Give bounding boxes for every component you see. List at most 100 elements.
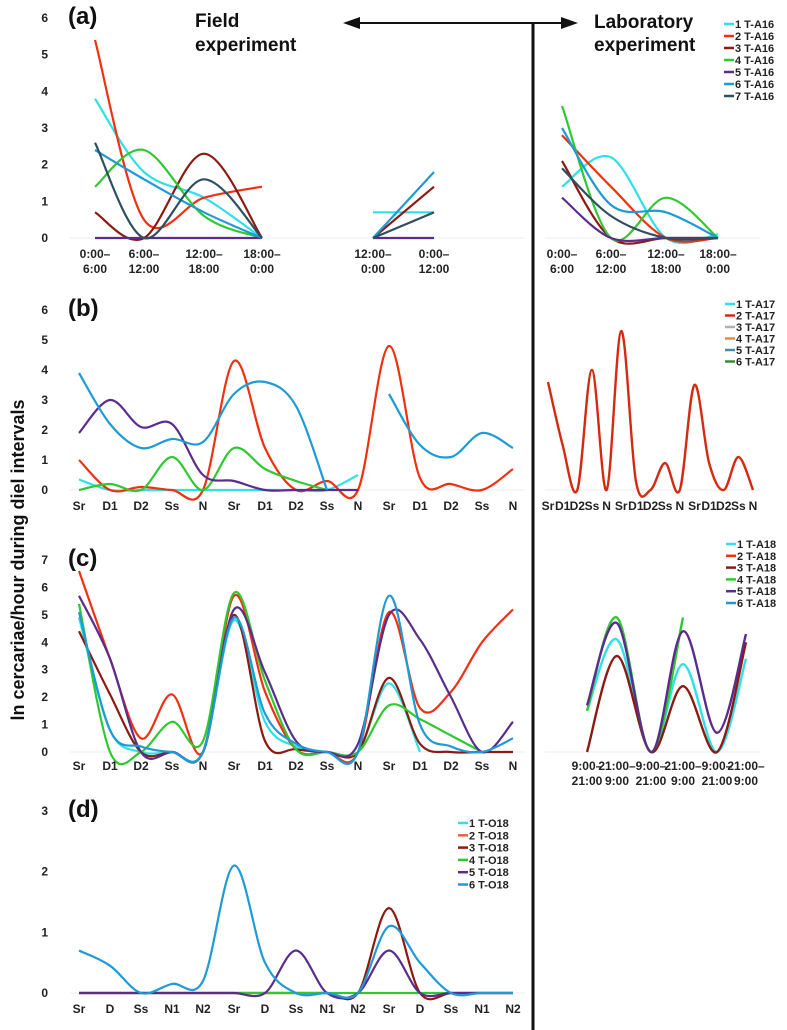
x-tick-label: Ss (289, 1002, 304, 1016)
x-tick-label: N2 (195, 1002, 211, 1016)
x-tick-label: D1 (701, 499, 717, 513)
y-tick-label: 0 (41, 231, 48, 245)
x-tick-label: D1 (555, 499, 571, 513)
x-tick-label: N1 (164, 1002, 180, 1016)
series-line-1-t-a18 (77, 617, 422, 763)
x-tick-label: Ss (134, 1002, 149, 1016)
y-tick-label: 0 (41, 986, 48, 1000)
x-tick-label: Sr (542, 499, 555, 513)
x-tick-label: 18:00 (189, 262, 220, 276)
x-tick-label: N2 (505, 1002, 521, 1016)
series-line-6-t-o18 (78, 864, 513, 999)
x-tick-label: 6:00 (83, 262, 107, 276)
field-block (77, 570, 514, 766)
x-tick-label: Sr (73, 499, 86, 513)
x-tick-label: 12:00 (129, 262, 160, 276)
lab-block (585, 616, 748, 754)
x-tick-label: 21:00 (636, 774, 667, 788)
series-line-2-t-a18 (77, 570, 514, 764)
y-tick-label: 3 (41, 663, 48, 677)
legend-item: 2 T-A18 (737, 551, 776, 563)
series-line-5-t-a16 (561, 196, 718, 243)
series-line-4-t-a16 (94, 148, 263, 240)
x-tick-label: Ss (731, 499, 746, 513)
field-block-1 (93, 39, 263, 241)
panel-label: (b) (68, 295, 99, 322)
y-tick-label: 7 (41, 553, 48, 567)
series-line-red (78, 344, 514, 501)
x-tick-label: Ss (320, 499, 335, 513)
y-tick-label: 1 (41, 453, 48, 467)
x-tick-label: 12:00 (419, 262, 450, 276)
legend-item: 1 T-A17 (736, 299, 775, 311)
x-tick-label: Ss (444, 1002, 459, 1016)
lab-block (546, 329, 755, 498)
x-tick-label: N (675, 499, 684, 513)
x-tick-label: Sr (383, 759, 396, 773)
legend-item: 4 T-A17 (736, 334, 775, 346)
x-tick-label: 6:00– (596, 247, 627, 261)
series-line-7-t-a16 (372, 211, 435, 240)
field-block (78, 864, 513, 1001)
y-tick-label: 1 (41, 194, 48, 208)
x-tick-label: N1 (319, 1002, 335, 1016)
y-tick-label: 6 (41, 11, 48, 25)
x-tick-label: Ss (165, 759, 180, 773)
x-tick-label: Sr (73, 759, 86, 773)
x-tick-label: Sr (228, 1002, 241, 1016)
x-tick-label: 9:00 (671, 774, 695, 788)
x-tick-label: D2 (288, 499, 304, 513)
y-tick-label: 2 (41, 423, 48, 437)
series-line-2-t-a17 (546, 329, 755, 498)
x-tick-label: Ss (320, 759, 335, 773)
legend-item: 1 T-A16 (735, 19, 774, 31)
x-tick-label: Sr (228, 759, 241, 773)
x-tick-label: 21:00– (598, 759, 636, 773)
legend-item: 6 T-A16 (735, 79, 774, 91)
x-tick-label: D (106, 1002, 115, 1016)
legend-item: 6 T-A18 (737, 598, 776, 610)
y-tick-label: 3 (41, 393, 48, 407)
y-tick-label: 5 (41, 333, 48, 347)
y-tick-label: 2 (41, 690, 48, 704)
panel-a: (a)01234560:00–6:006:00–12:0012:00–18:00… (41, 3, 774, 276)
x-tick-label: D (261, 1002, 270, 1016)
x-tick-label: 6:00 (550, 262, 574, 276)
x-tick-label: D2 (643, 499, 659, 513)
series-line-green (78, 446, 328, 493)
series-line-3-t-a18 (78, 613, 513, 764)
legend-item: 2 T-A17 (736, 311, 775, 323)
series-line-purple (78, 398, 358, 492)
series-line-3-t-a16 (372, 185, 435, 239)
x-tick-label: 21:00– (727, 759, 765, 773)
y-tick-label: 1 (41, 925, 48, 939)
legend-item: 5 T-A16 (735, 67, 774, 79)
y-tick-label: 6 (41, 303, 48, 317)
legend-item: 4 T-A16 (735, 55, 774, 67)
x-tick-label: 12:00– (354, 247, 392, 261)
x-tick-label: 12:00 (596, 262, 627, 276)
x-tick-label: 9:00– (636, 759, 667, 773)
series-line-blue (388, 393, 514, 459)
panel-c: (c) 0 1 2 3 4 5 6 7 Sr D1 D2 Ss N Sr D1 D2 Ss N Sr D1 D2 Ss N 9:… (41, 539, 776, 788)
x-tick-label: Sr (383, 499, 396, 513)
x-tick-label: D2 (133, 499, 149, 513)
x-tick-label: 18:00– (243, 247, 281, 261)
y-tick-label: 3 (41, 121, 48, 135)
series-line-blue (78, 372, 329, 491)
x-tick-label: D1 (102, 759, 118, 773)
series-line-2-t-a16 (93, 39, 263, 230)
arrow-right-icon (561, 17, 578, 29)
legend-item: 4 T-O18 (469, 855, 509, 867)
x-tick-label: Ss (475, 759, 490, 773)
y-tick-label: 5 (41, 48, 48, 62)
lab-header-line2: experiment (594, 35, 696, 56)
x-tick-label: 0:00– (419, 247, 450, 261)
x-tick-label: 9:00– (702, 759, 733, 773)
x-tick-label: D1 (628, 499, 644, 513)
series-line-cyan (78, 474, 359, 493)
